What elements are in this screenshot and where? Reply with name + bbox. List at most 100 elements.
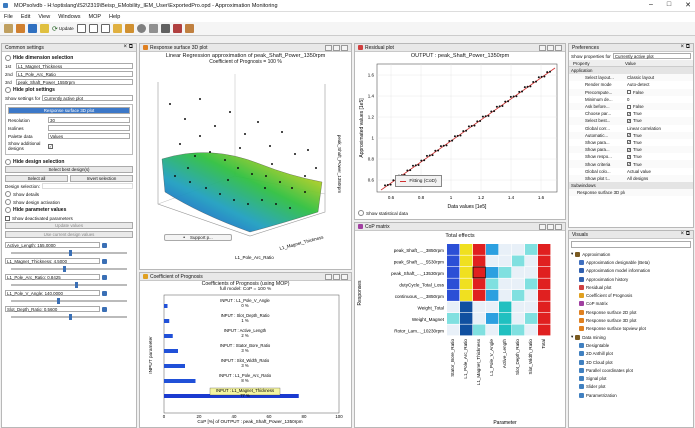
pref-checkbox[interactable]: ✓ bbox=[627, 147, 631, 152]
visual-item[interactable]: ▾ Data mining bbox=[569, 333, 693, 341]
isolines-field[interactable] bbox=[48, 125, 130, 131]
visual-item[interactable]: Approximation history bbox=[569, 275, 693, 283]
filter-icon[interactable] bbox=[160, 24, 170, 33]
menu-windows[interactable]: Windows bbox=[58, 14, 81, 20]
props-target-select[interactable]: Currently active plot bbox=[612, 53, 691, 59]
matrix-cell[interactable] bbox=[499, 244, 512, 255]
design-section-toggle[interactable]: Hide design selection bbox=[5, 158, 133, 166]
matrix-cell[interactable] bbox=[538, 290, 551, 301]
plot-section-toggle[interactable]: Hide plot settings bbox=[5, 86, 133, 94]
pref-row[interactable]: Select layout... Classic layout bbox=[569, 74, 693, 82]
matrix-cell[interactable] bbox=[525, 313, 538, 324]
open-icon[interactable] bbox=[4, 24, 13, 33]
matrix-cell[interactable] bbox=[525, 324, 538, 336]
cop-bar[interactable] bbox=[164, 319, 170, 323]
pref-row[interactable]: Choose par... ✓ True bbox=[569, 110, 693, 118]
dim-1-select[interactable]: L1_Magnet_Thickness bbox=[16, 63, 133, 69]
matrix-cell[interactable] bbox=[486, 324, 499, 336]
param-section-toggle[interactable]: Hide parameter values bbox=[5, 206, 133, 214]
pref-row[interactable]: Ask before... False bbox=[569, 102, 693, 111]
visual-item[interactable]: Signal plot bbox=[569, 374, 693, 382]
update-button[interactable]: ⟳ Update bbox=[52, 25, 74, 33]
matrix-cell[interactable] bbox=[499, 267, 512, 278]
matrix-cell[interactable] bbox=[538, 301, 551, 313]
lock-icon[interactable] bbox=[102, 290, 107, 296]
dim-section-toggle[interactable]: Hide dimension selection bbox=[5, 54, 133, 62]
settings-icon[interactable] bbox=[148, 24, 158, 33]
pref-checkbox[interactable]: ✓ bbox=[627, 162, 631, 167]
pref-checkbox[interactable]: ✓ bbox=[627, 118, 631, 123]
matrix-cell[interactable] bbox=[460, 278, 473, 290]
paint-icon[interactable] bbox=[184, 24, 194, 33]
pref-row[interactable]: Render mode Auto-detect bbox=[569, 81, 693, 89]
matrix-cell[interactable] bbox=[499, 255, 512, 267]
support-points-legend[interactable]: • Support p... bbox=[164, 234, 232, 241]
pref-checkbox[interactable] bbox=[627, 90, 631, 95]
expand-arrow-icon[interactable]: ▾ bbox=[571, 251, 574, 257]
design-selection-field[interactable] bbox=[41, 183, 133, 189]
matrix-cell[interactable] bbox=[525, 244, 538, 255]
pref-checkbox[interactable]: ✓ bbox=[627, 140, 631, 145]
pref-row[interactable]: Global corr... Linear correlation bbox=[569, 124, 693, 132]
pref-checkbox[interactable]: ✓ bbox=[627, 133, 631, 138]
matrix-cell[interactable] bbox=[499, 301, 512, 313]
cop-bar[interactable] bbox=[164, 304, 168, 308]
visual-item[interactable]: Parallel coordinates plot bbox=[569, 366, 693, 374]
visual-item[interactable]: Residual plot bbox=[569, 283, 693, 291]
matrix-cell[interactable] bbox=[473, 278, 486, 290]
matrix-cell[interactable] bbox=[473, 324, 486, 336]
matrix-cell[interactable] bbox=[499, 290, 512, 301]
folder-icon[interactable] bbox=[16, 24, 25, 33]
close-icon[interactable]: × ⧉ bbox=[680, 231, 690, 237]
matrix-cell[interactable] bbox=[486, 290, 499, 301]
rs3d-plot[interactable]: L1_Pole_Arc_Ratio L1_Magnet_Thickness pe… bbox=[140, 64, 351, 269]
layout-2-icon[interactable] bbox=[88, 24, 98, 33]
parameter-slider[interactable] bbox=[11, 266, 127, 272]
pref-row[interactable]: Show para... ✓ True bbox=[569, 146, 693, 154]
matrix-cell[interactable] bbox=[538, 255, 551, 267]
close-icon[interactable]: × ⧉ bbox=[123, 44, 133, 50]
visual-item[interactable]: Approximation model information bbox=[569, 267, 693, 275]
visual-item[interactable]: Slider plot bbox=[569, 383, 693, 391]
parameter-slider[interactable] bbox=[11, 298, 127, 304]
matrix-cell[interactable] bbox=[447, 301, 460, 313]
matrix-cell[interactable] bbox=[512, 301, 525, 313]
plot-title-button[interactable]: Response surface 3D plot bbox=[8, 107, 130, 114]
select-best-button[interactable]: Select best design(s) bbox=[5, 166, 133, 173]
close-icon[interactable]: × ⧉ bbox=[680, 44, 690, 50]
export-icon[interactable] bbox=[40, 24, 49, 33]
pref-row[interactable]: Precompute... False bbox=[569, 88, 693, 96]
matrix-cell[interactable] bbox=[512, 244, 525, 255]
matrix-cell[interactable] bbox=[512, 290, 525, 301]
cop-bar[interactable] bbox=[164, 334, 173, 338]
settings-target-select[interactable]: Currently active plot bbox=[42, 95, 133, 101]
matrix-cell[interactable] bbox=[525, 278, 538, 290]
matrix-cell[interactable] bbox=[525, 255, 538, 267]
lock-icon[interactable] bbox=[102, 274, 107, 280]
window-controls[interactable] bbox=[539, 45, 562, 51]
matrix-cell[interactable] bbox=[460, 324, 473, 336]
matrix-cell[interactable] bbox=[472, 266, 486, 279]
show-deactivated-checkbox[interactable] bbox=[5, 215, 10, 221]
matrix-cell[interactable] bbox=[447, 255, 460, 267]
pref-checkbox[interactable]: ✓ bbox=[627, 111, 631, 116]
residual-plot[interactable]: 0.6 0.8 1 1.2 1.4 1.6 0.6 0.8 1 1.2 1.4 1.6 Data va… bbox=[355, 60, 565, 215]
visual-item[interactable]: Approximation designable (Beta) bbox=[569, 258, 693, 266]
cop-bar[interactable] bbox=[164, 379, 196, 383]
pref-row[interactable]: Global colo... Actual value bbox=[569, 167, 693, 175]
pref-row[interactable]: Show respo... ✓ True bbox=[569, 153, 693, 161]
pref-row[interactable]: Show criteria ✓ True bbox=[569, 160, 693, 168]
window-controls[interactable] bbox=[325, 274, 348, 280]
matrix-cell[interactable] bbox=[512, 255, 525, 267]
matrix-cell[interactable] bbox=[460, 244, 473, 255]
pref-row[interactable]: Application bbox=[569, 67, 693, 75]
matrix-cell[interactable] bbox=[447, 244, 460, 255]
parameter-slider[interactable] bbox=[11, 282, 127, 288]
matrix-cell[interactable] bbox=[486, 301, 499, 313]
menu-view[interactable]: View bbox=[38, 14, 51, 20]
slider-handle[interactable] bbox=[74, 282, 78, 288]
matrix-cell[interactable] bbox=[473, 301, 486, 313]
parameter-value-field[interactable]: Active_Length: 155.0000 bbox=[5, 242, 100, 248]
parameter-value-field[interactable]: L1_Pole_Arc_Ratio: 0.8425 bbox=[5, 274, 100, 280]
